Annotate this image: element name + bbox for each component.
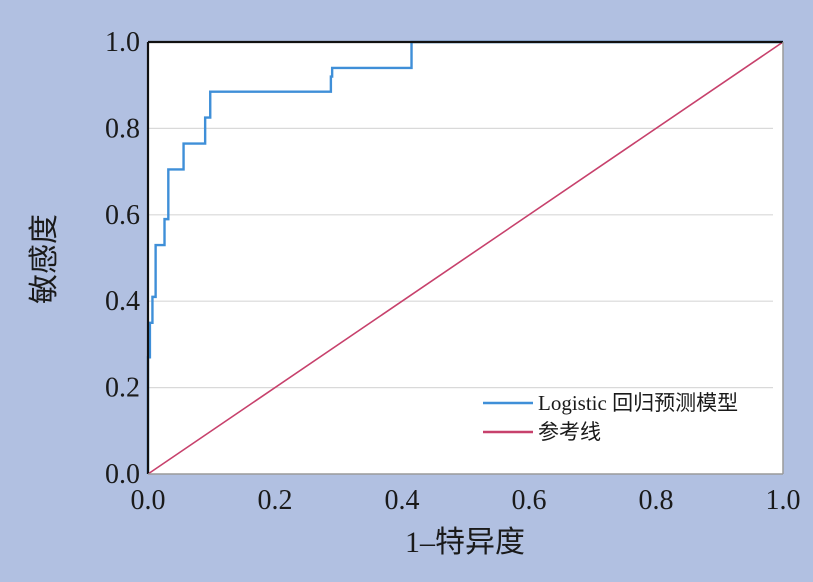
y-tick-label: 0.4: [105, 286, 140, 317]
series-group: [146, 40, 784, 475]
x-tick-label: 0.6: [512, 485, 547, 516]
series-line-0: [146, 40, 783, 474]
x-axis-title: 1–特异度: [405, 526, 525, 559]
plot-frame: [146, 40, 784, 475]
y-axis-ticks: 0.0 0.2 0.4 0.6 0.8 1.0: [105, 27, 140, 490]
x-tick-label: 0.4: [385, 485, 420, 516]
x-tick-label: 0.8: [639, 485, 674, 516]
x-tick-label: 0.0: [131, 485, 166, 516]
y-tick-label: 0.8: [105, 113, 140, 144]
y-tick-label: 0.2: [105, 373, 140, 404]
legend-label-0: Logistic 回归预测模型: [538, 391, 738, 415]
x-axis-ticks: 0.0 0.2 0.4 0.6 0.8 1.0: [131, 485, 801, 516]
legend-label-1: 参考线: [538, 420, 601, 444]
y-tick-label: 0.6: [105, 200, 140, 231]
x-tick-label: 0.2: [258, 485, 293, 516]
y-axis-title: 敏感度: [28, 214, 61, 304]
x-tick-label: 1.0: [766, 485, 801, 516]
gridlines: [148, 127, 773, 389]
y-tick-label: 1.0: [105, 27, 140, 58]
series-line-1: [147, 41, 784, 475]
y-tick-label: 0.0: [105, 459, 140, 490]
